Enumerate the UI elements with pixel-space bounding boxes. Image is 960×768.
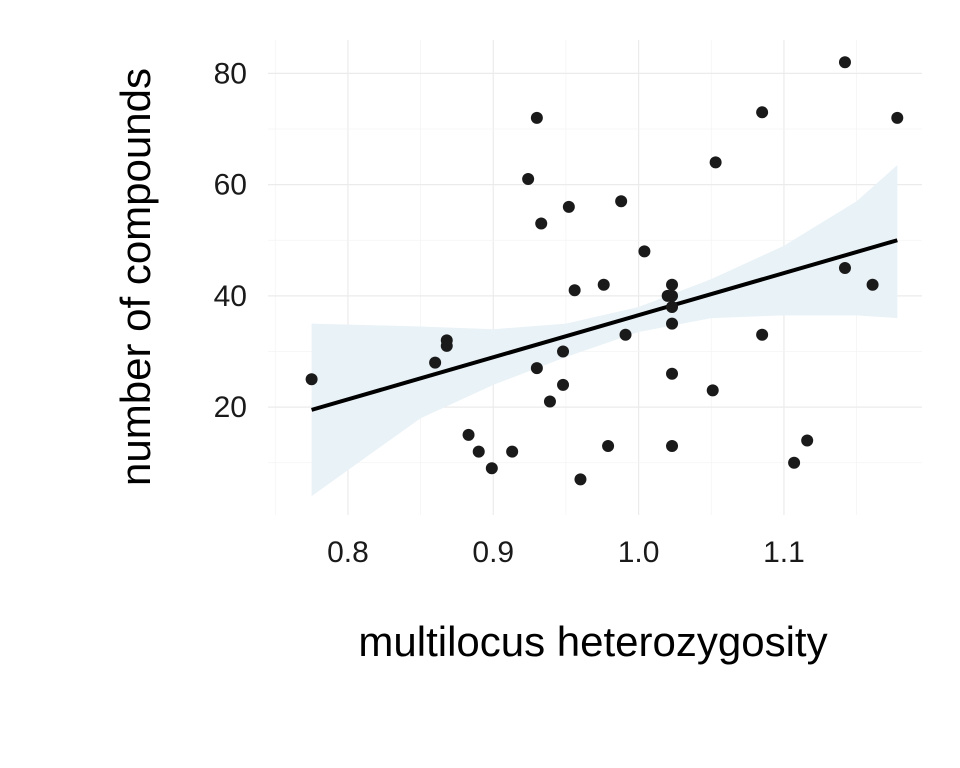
data-point bbox=[619, 328, 632, 341]
data-point bbox=[866, 278, 879, 291]
data-point bbox=[666, 278, 679, 291]
y-tick-label: 80 bbox=[214, 57, 247, 90]
data-point bbox=[305, 373, 318, 386]
data-point bbox=[530, 362, 543, 375]
data-point bbox=[788, 456, 801, 469]
data-point bbox=[557, 345, 570, 358]
data-point bbox=[666, 367, 679, 380]
data-point bbox=[506, 445, 519, 458]
data-point bbox=[638, 245, 651, 258]
data-point bbox=[557, 378, 570, 391]
data-point bbox=[440, 334, 453, 347]
data-point bbox=[756, 106, 769, 119]
data-point bbox=[615, 195, 628, 208]
y-axis-title: number of compounds bbox=[112, 68, 159, 486]
trend-line-layer bbox=[311, 238, 898, 412]
x-tick-label: 0.9 bbox=[472, 536, 514, 569]
data-point bbox=[666, 289, 679, 302]
trend-line bbox=[311, 238, 898, 412]
data-point bbox=[530, 111, 543, 124]
data-point bbox=[485, 462, 498, 475]
x-axis-title: multilocus heterozygosity bbox=[358, 618, 827, 665]
data-point bbox=[666, 300, 679, 313]
data-point bbox=[597, 278, 610, 291]
y-axis-ticks: 20 40 60 80 bbox=[214, 57, 247, 424]
x-axis-ticks: 0.8 0.9 1.0 1.1 bbox=[327, 536, 805, 569]
data-point bbox=[838, 56, 851, 69]
data-point bbox=[568, 284, 581, 297]
data-point bbox=[706, 384, 719, 397]
data-point bbox=[709, 156, 722, 169]
data-point bbox=[891, 111, 904, 124]
data-point bbox=[462, 428, 475, 441]
x-tick-label: 1.0 bbox=[618, 536, 660, 569]
data-point bbox=[522, 173, 535, 186]
data-point bbox=[838, 262, 851, 275]
data-point bbox=[429, 356, 442, 369]
data-point bbox=[756, 328, 769, 341]
data-point bbox=[666, 317, 679, 330]
data-point bbox=[562, 200, 575, 213]
x-tick-label: 0.8 bbox=[327, 536, 369, 569]
data-points bbox=[305, 56, 904, 486]
data-point bbox=[602, 440, 615, 453]
x-tick-label: 1.1 bbox=[763, 536, 805, 569]
data-point bbox=[801, 434, 814, 447]
y-tick-label: 20 bbox=[214, 391, 247, 424]
y-tick-label: 40 bbox=[214, 280, 247, 313]
y-tick-label: 60 bbox=[214, 169, 247, 202]
data-point bbox=[472, 445, 485, 458]
confidence-band-layer bbox=[311, 165, 898, 497]
data-point bbox=[543, 395, 556, 408]
data-point bbox=[574, 473, 587, 486]
confidence-band bbox=[311, 165, 898, 497]
data-point bbox=[666, 440, 679, 453]
data-point bbox=[535, 217, 548, 230]
